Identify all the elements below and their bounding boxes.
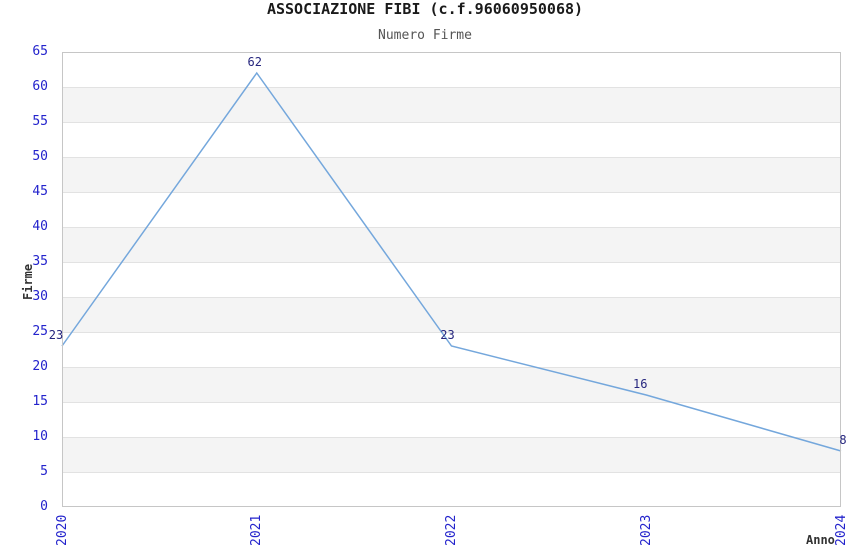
plot-band [62,437,841,472]
x-tick-label: 2024 [833,514,849,546]
plot-band [62,297,841,332]
grid-line [62,472,841,473]
plot-band [62,192,841,227]
grid-line [62,402,841,403]
data-point-label: 23 [48,328,64,342]
x-tick-label: 2022 [444,514,459,546]
chart-subtitle: Numero Firme [378,28,472,43]
y-tick-label: 20 [32,359,48,374]
plot-band [62,52,841,87]
x-axis-title: Anno [806,533,835,547]
grid-line [62,192,841,193]
y-tick-label: 50 [32,149,48,164]
plot-band [62,472,841,507]
y-tick-label: 15 [32,394,48,409]
grid-line [62,297,841,298]
grid-line [62,227,841,228]
line-series [61,71,842,452]
data-point-label: 8 [839,433,847,447]
chart-title: ASSOCIAZIONE FIBI (c.f.96060950068) [266,0,584,18]
plot-band [62,262,841,297]
grid-line [62,87,841,88]
y-tick-label: 55 [32,114,48,129]
grid-line [62,332,841,333]
y-tick-label: 30 [32,289,48,304]
grid-line [62,437,841,438]
y-tick-label: 60 [32,79,48,94]
grid-line [62,157,841,158]
series-polyline [61,71,842,452]
y-axis-title: Firme [21,263,35,300]
plot-band [62,122,841,157]
plot-band [62,367,841,402]
y-tick-label: 25 [32,324,48,339]
y-tick-label: 0 [40,499,48,514]
plot-area [61,52,842,507]
grid-line [62,262,841,263]
plot-band [62,332,841,367]
grid-line [62,122,841,123]
plot-band [62,402,841,437]
x-tick-label: 2023 [638,514,654,546]
y-tick-label: 45 [32,184,48,199]
data-point-label: 16 [633,377,648,391]
x-tick-label: 2021 [249,514,265,546]
plot-band [62,87,841,122]
y-tick-label: 10 [32,429,48,444]
y-tick-label: 35 [32,254,48,269]
y-tick-label: 65 [32,44,48,59]
data-point-label: 23 [440,328,455,342]
grid-line [62,367,841,368]
x-tick-label: 2020 [54,514,70,546]
y-tick-label: 40 [32,219,48,234]
data-point-label: 62 [247,55,262,69]
y-tick-label: 5 [40,464,48,479]
plot-band [62,227,841,262]
